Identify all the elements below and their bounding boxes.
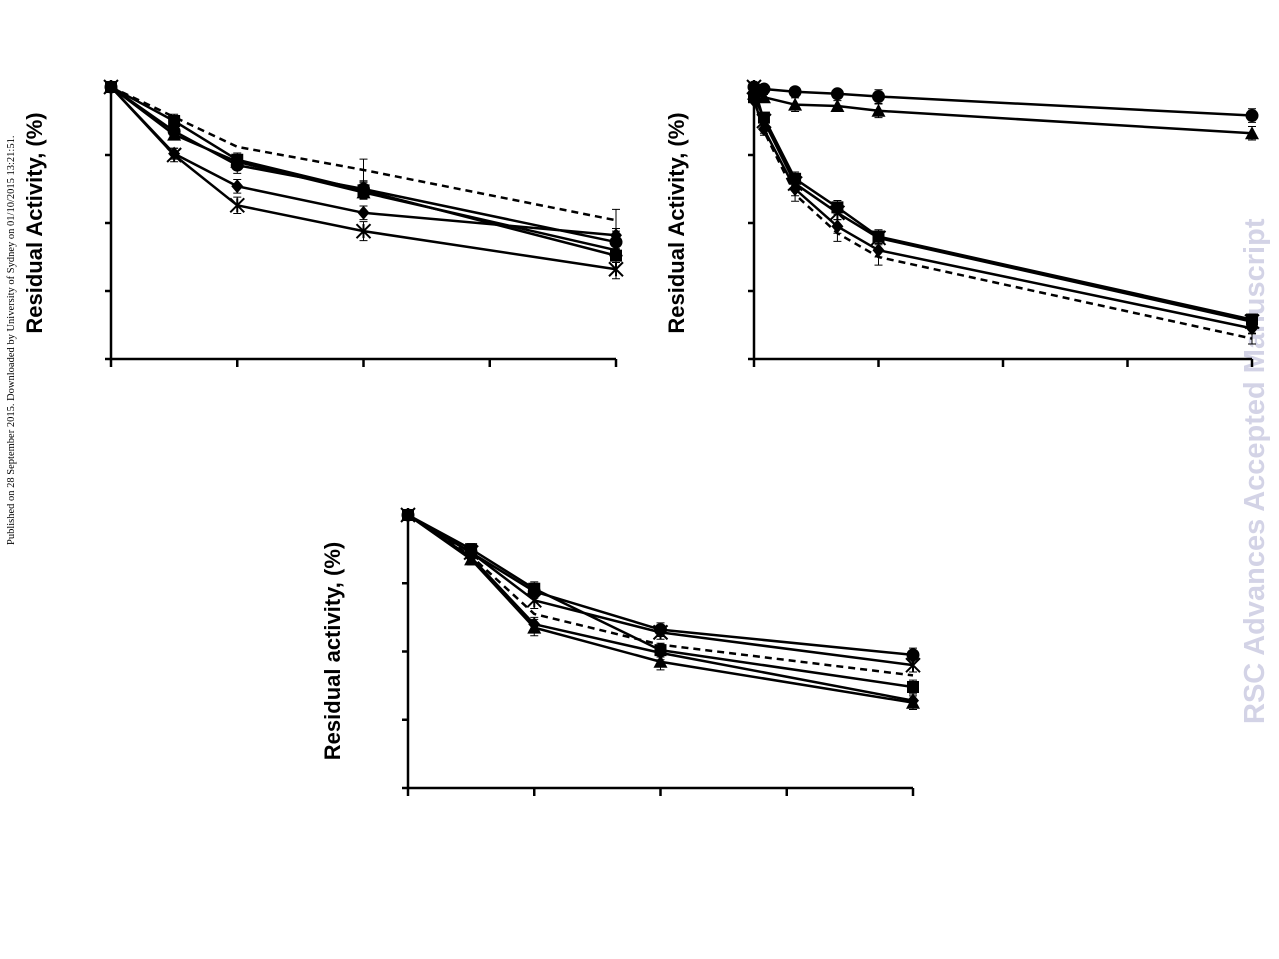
marker-triangle	[788, 97, 803, 111]
marker-circle	[757, 82, 771, 96]
series-line	[753, 85, 1253, 117]
series-line	[407, 513, 914, 704]
series-line	[407, 513, 914, 667]
marker-diamond	[231, 179, 244, 194]
y-axis-label: Residual Activity, (%)	[22, 112, 47, 333]
marker-circle	[1245, 109, 1259, 123]
marker-triangle	[830, 99, 845, 113]
marker-square	[907, 680, 919, 693]
series-triangle	[104, 80, 623, 258]
marker-star	[608, 261, 624, 277]
series-circle	[747, 80, 1259, 123]
series-line	[752, 100, 1253, 330]
chart-2: Residual Activity, (%)	[664, 79, 1260, 367]
error-bar	[874, 248, 883, 266]
series-dashed	[110, 85, 620, 232]
marker-circle	[872, 90, 885, 104]
series-line	[407, 513, 914, 702]
marker-triangle	[1245, 126, 1259, 140]
error-bar	[791, 187, 800, 202]
marker-triangle	[167, 127, 182, 141]
marker-star	[746, 79, 762, 95]
series-line	[752, 96, 1253, 321]
series-square	[748, 91, 1258, 326]
series-dashed	[752, 100, 1256, 345]
marker-diamond	[402, 508, 414, 522]
marker-star	[229, 197, 245, 214]
series-line	[753, 92, 1253, 135]
marker-square	[528, 582, 541, 595]
marker-star	[905, 657, 921, 673]
marker-star	[829, 205, 846, 221]
series-star	[103, 79, 624, 280]
series-line	[752, 86, 1253, 323]
marker-diamond	[528, 617, 541, 632]
marker-square	[168, 115, 181, 127]
error-bar	[833, 224, 842, 242]
marker-star	[652, 624, 669, 641]
marker-triangle	[756, 90, 771, 104]
chart-3: Residual activity, (%)	[320, 507, 921, 796]
error-bar	[759, 126, 768, 136]
series-line	[752, 100, 1253, 340]
y-axis-label: Residual Activity, (%)	[664, 112, 689, 333]
y-axis-label: Residual activity, (%)	[320, 542, 345, 760]
chart-1: Residual Activity, (%)	[22, 79, 624, 367]
marker-circle	[830, 87, 844, 101]
marker-star	[870, 230, 887, 246]
marker-diamond	[654, 645, 667, 660]
marker-diamond	[357, 205, 370, 220]
series-triangle	[747, 86, 1259, 141]
series-triangle	[401, 508, 920, 711]
marker-diamond	[1246, 321, 1258, 336]
series-diamond	[402, 508, 919, 708]
marker-circle	[788, 85, 802, 99]
marker-star	[103, 79, 119, 95]
marker-diamond	[465, 550, 478, 565]
marker-triangle	[653, 654, 668, 668]
marker-star	[355, 223, 372, 239]
error-bar	[1248, 332, 1256, 345]
marker-triangle	[609, 243, 623, 257]
marker-diamond	[610, 228, 622, 243]
marker-triangle	[230, 154, 245, 168]
marker-diamond	[907, 693, 919, 708]
marker-star	[166, 147, 182, 163]
series-line	[110, 85, 617, 222]
marker-triangle	[871, 103, 886, 117]
marker-triangle	[356, 185, 371, 199]
